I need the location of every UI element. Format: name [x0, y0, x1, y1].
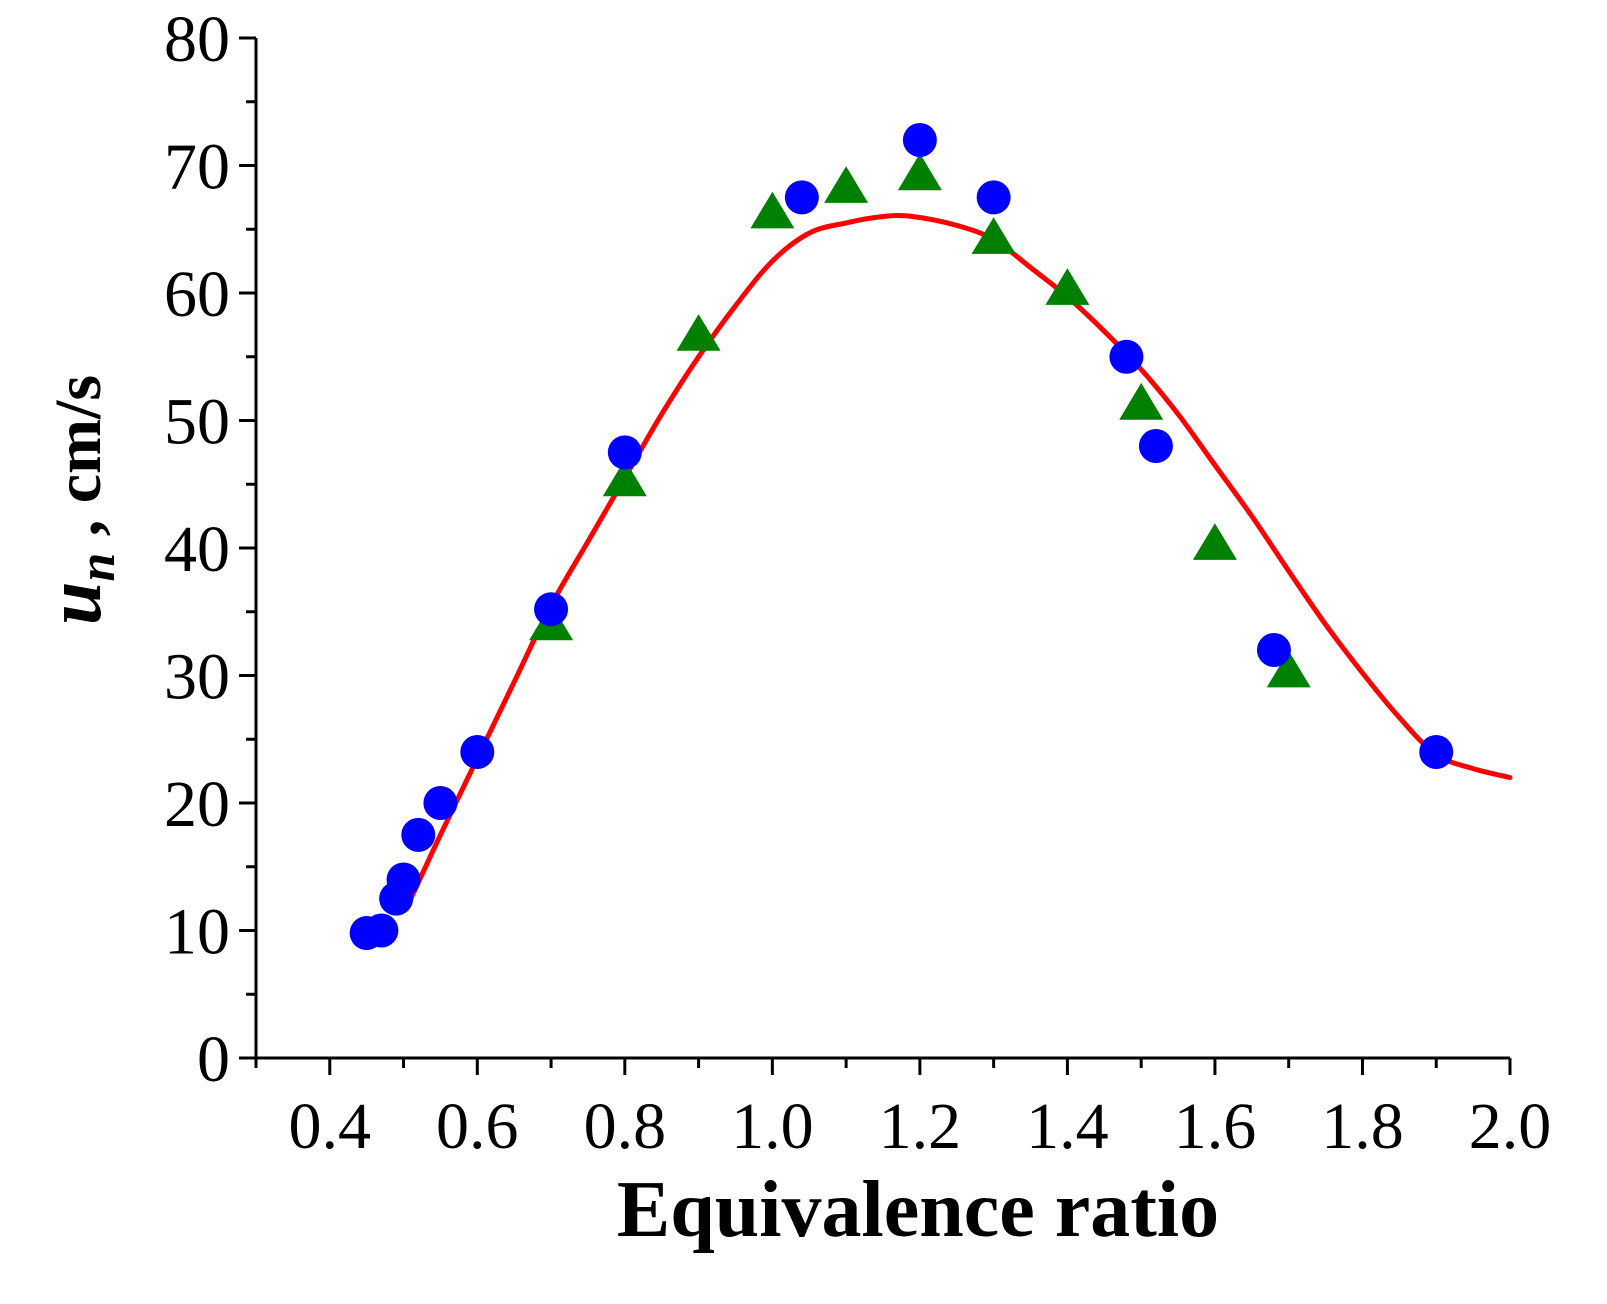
- curve-line: [408, 213, 1513, 902]
- y-axis-unit: , cm/s: [42, 375, 115, 553]
- x-tick-label: 0.6: [436, 1090, 519, 1163]
- ticks: [239, 36, 1512, 1075]
- x-tick-label: 1.8: [1321, 1090, 1404, 1163]
- y-tick-label: 20: [164, 768, 230, 841]
- y-tick-label: 0: [197, 1023, 230, 1096]
- circle-marker: [607, 435, 642, 470]
- circle-marker: [1138, 429, 1173, 463]
- y-tick-label: 40: [164, 513, 230, 586]
- x-tick-label: 2.0: [1469, 1090, 1552, 1163]
- circle-marker: [784, 180, 819, 215]
- x-tick-label: 0.8: [584, 1090, 667, 1163]
- x-axis-title: Equivalence ratio: [617, 1166, 1219, 1254]
- y-axis-subscript: n: [69, 553, 126, 582]
- y-tick-label: 80: [164, 3, 230, 76]
- circle-marker: [1419, 735, 1454, 769]
- circle-marker: [1109, 339, 1144, 374]
- circle-marker: [976, 180, 1011, 215]
- triangle-marker: [1045, 268, 1090, 305]
- x-tick-label: 1.6: [1174, 1090, 1257, 1163]
- circle-marker: [401, 817, 436, 852]
- triangle-marker: [824, 166, 869, 203]
- circle-marker: [534, 592, 569, 627]
- triangle-marker: [602, 459, 647, 497]
- y-tick-label: 70: [164, 131, 230, 204]
- triangle-marker: [750, 191, 795, 229]
- y-tick-label: 60: [164, 258, 230, 331]
- triangle-marker: [1119, 382, 1164, 420]
- marker-layer: [349, 123, 1454, 951]
- triangle-marker: [676, 314, 721, 351]
- circle-marker: [460, 735, 495, 769]
- circle-marker: [386, 862, 421, 897]
- circle-marker: [423, 786, 458, 820]
- x-tick-label: 1.4: [1026, 1090, 1109, 1163]
- y-tick-label: 50: [164, 386, 230, 459]
- x-tick-label: 1.2: [879, 1090, 962, 1163]
- plot-area: [349, 123, 1513, 951]
- triangle-marker: [971, 217, 1016, 254]
- triangle-marker: [1266, 650, 1311, 688]
- x-tick-label: 0.4: [289, 1090, 372, 1163]
- circle-marker: [1256, 633, 1291, 667]
- y-tick-label: 30: [164, 641, 230, 714]
- tick-labels: 0 10 20 30 40 50 60 70 80 0.4 0.6 0.8 1.0 1.2 1.4 1.6 1.…: [164, 3, 1551, 1163]
- circle-marker: [364, 913, 399, 948]
- triangle-marker: [1192, 523, 1237, 560]
- y-axis-symbol: u: [30, 582, 117, 625]
- circle-marker: [902, 123, 937, 157]
- curve-layer: [408, 213, 1513, 902]
- triangle-marker: [897, 153, 942, 191]
- y-axis-title: un , cm/s: [30, 375, 126, 625]
- y-tick-label: 10: [164, 896, 230, 969]
- x-tick-label: 1.0: [731, 1090, 814, 1163]
